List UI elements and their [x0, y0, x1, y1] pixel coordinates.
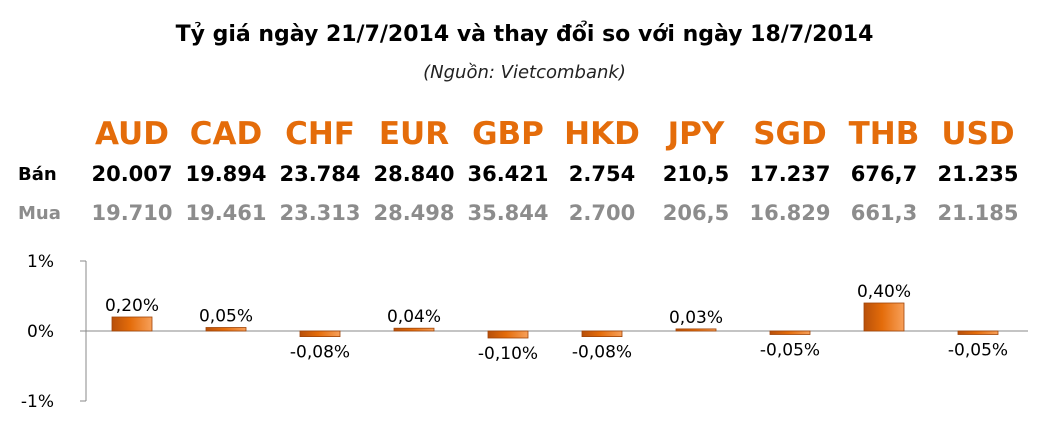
- y-tick-label: -1%: [21, 392, 54, 412]
- currency-code-thb: THB: [848, 116, 920, 152]
- bar-chf: [299, 330, 341, 337]
- data-label-aud: 0,20%: [105, 296, 159, 316]
- bar-cad: [205, 327, 247, 332]
- y-tick-label: 0%: [27, 322, 54, 342]
- bar-eur: [393, 327, 435, 332]
- chart-title: Tỷ giá ngày 21/7/2014 và thay đổi so với…: [175, 22, 874, 47]
- y-tick-label: 1%: [27, 252, 54, 272]
- mua-value-aud: 19.710: [91, 201, 173, 225]
- currency-code-aud: AUD: [95, 116, 169, 152]
- ban-value-eur: 28.840: [373, 162, 455, 186]
- ban-value-jpy: 210,5: [662, 162, 730, 186]
- ban-value-aud: 20.007: [91, 162, 173, 186]
- mua-value-gbp: 35.844: [467, 201, 549, 225]
- data-label-cad: 0,05%: [199, 307, 253, 327]
- ban-value-thb: 676,7: [850, 162, 918, 186]
- data-label-jpy: 0,03%: [669, 308, 723, 328]
- bar-usd: [957, 330, 999, 335]
- data-label-sgd: -0,05%: [760, 341, 820, 361]
- currency-code-gbp: GBP: [472, 116, 544, 152]
- data-label-usd: -0,05%: [948, 341, 1008, 361]
- mua-value-cad: 19.461: [185, 201, 267, 225]
- data-label-eur: 0,04%: [387, 307, 441, 327]
- bar-sgd: [769, 330, 811, 335]
- data-label-hkd: -0,08%: [572, 343, 632, 363]
- ban-row-label: Bán: [18, 164, 57, 185]
- mua-value-thb: 661,3: [850, 201, 918, 225]
- data-label-chf: -0,08%: [290, 343, 350, 363]
- ban-value-usd: 21.235: [937, 162, 1019, 186]
- ban-value-sgd: 17.237: [749, 162, 831, 186]
- bar-aud: [111, 316, 153, 332]
- mua-value-usd: 21.185: [937, 201, 1019, 225]
- ban-value-gbp: 36.421: [467, 162, 549, 186]
- mua-value-hkd: 2.700: [568, 201, 636, 225]
- currency-code-sgd: SGD: [753, 116, 827, 152]
- mua-value-jpy: 206,5: [662, 201, 730, 225]
- ban-value-cad: 19.894: [185, 162, 267, 186]
- mua-value-chf: 23.313: [279, 201, 361, 225]
- bar-gbp: [487, 330, 529, 339]
- bar-hkd: [581, 330, 623, 337]
- currency-code-hkd: HKD: [564, 116, 640, 152]
- currency-code-chf: CHF: [285, 116, 355, 152]
- chart-source: (Nguồn: Vietcombank): [423, 62, 626, 83]
- ban-value-hkd: 2.754: [568, 162, 636, 186]
- currency-code-eur: EUR: [378, 116, 450, 152]
- currency-code-usd: USD: [941, 116, 1015, 152]
- currency-code-cad: CAD: [189, 116, 263, 152]
- currency-code-jpy: JPY: [667, 116, 725, 152]
- data-label-thb: 0,40%: [857, 282, 911, 302]
- mua-value-eur: 28.498: [373, 201, 455, 225]
- bar-thb: [863, 302, 905, 332]
- bar-jpy: [675, 328, 717, 332]
- ban-value-chf: 23.784: [279, 162, 361, 186]
- mua-value-sgd: 16.829: [749, 201, 831, 225]
- data-label-gbp: -0,10%: [478, 344, 538, 364]
- mua-row-label: Mua: [18, 203, 61, 224]
